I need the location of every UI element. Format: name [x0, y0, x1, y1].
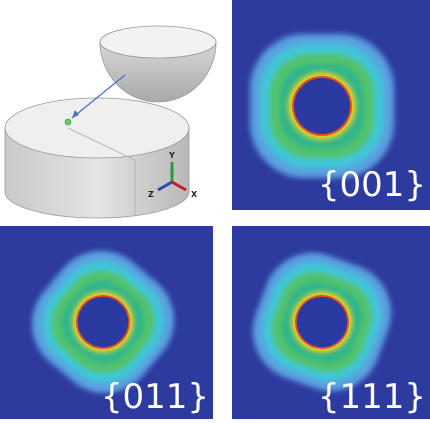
panel-label: {001} — [318, 165, 426, 205]
contour-panel: {111} — [232, 226, 430, 419]
axis-label: X — [191, 190, 198, 199]
contour-panel: {001} — [232, 0, 430, 210]
axis-label: Z — [148, 190, 154, 199]
panel-label: {011} — [101, 377, 209, 417]
model-render — [4, 25, 217, 219]
panel-label: {111} — [318, 377, 426, 417]
axis-triad: Y Z X — [148, 151, 198, 199]
axis-label: Y — [168, 151, 175, 160]
contour-panel: {011} — [0, 226, 213, 419]
